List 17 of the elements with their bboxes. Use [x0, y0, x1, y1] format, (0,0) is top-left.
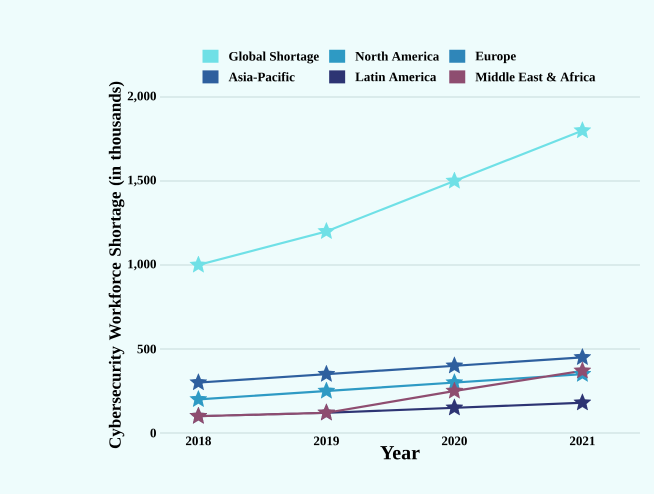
y-tick-label: 1,000 — [128, 260, 156, 270]
legend-label: Asia-Pacific — [228, 72, 295, 82]
x-tick-label: 2021 — [570, 436, 595, 446]
x-tick-label: 2018 — [186, 436, 211, 446]
y-tick-label: 1,500 — [128, 176, 156, 186]
legend-label: Latin America — [355, 72, 436, 82]
y-tick-label: 2,000 — [128, 92, 156, 102]
legend-label: Europe — [475, 52, 516, 64]
y-tick-label: 0 — [150, 428, 156, 438]
x-axis-title: Year — [380, 446, 420, 460]
y-tick-label: 500 — [137, 344, 156, 354]
legend-label: Middle East & Africa — [475, 72, 596, 82]
legend-label: Global Shortage — [229, 52, 319, 64]
x-tick-label: 2020 — [442, 436, 467, 446]
y-axis-title: Cybersecurity Workforce Shortage (in thousands) — [108, 82, 124, 448]
x-tick-label: 2019 — [314, 436, 339, 446]
legend-label: North America — [355, 52, 440, 61]
